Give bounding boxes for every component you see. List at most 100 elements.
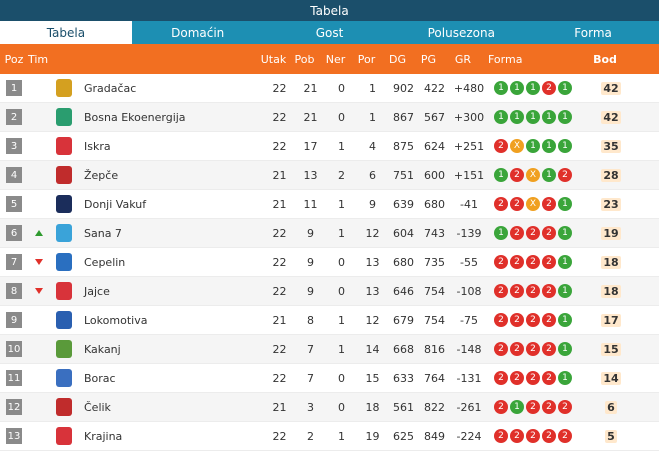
table-row[interactable]: 3 Iskra 22 17 1 4 875 624 +251 2 X 1 1 1 35 [0, 132, 659, 161]
cell-pg: 735 [424, 255, 445, 269]
form-result-badge: 1 [542, 168, 556, 182]
team-name[interactable]: Čelik [84, 400, 111, 414]
team-logo-icon [56, 282, 72, 300]
team-name[interactable]: Jajce [84, 284, 110, 298]
cell-ner: 1 [338, 139, 345, 153]
team-name[interactable]: Iskra [84, 139, 111, 153]
form-result-badge: 2 [494, 429, 508, 443]
cell-pg: 624 [424, 139, 445, 153]
team-logo-icon [56, 195, 72, 213]
tab-domacin[interactable]: Domaćin [171, 25, 225, 40]
team-logo-icon [56, 427, 72, 445]
cell-ner: 0 [338, 284, 345, 298]
cell-pg: 680 [424, 197, 445, 211]
table-row[interactable]: 13 Krajina 22 2 1 19 625 849 -224 2 2 2 2 2 5 [0, 422, 659, 451]
position-badge: 12 [6, 399, 22, 415]
form-result-badge: 2 [510, 197, 524, 211]
table-row[interactable]: 2 Bosna Ekoenergija 22 21 0 1 867 567 +300 1 1 1 1 1 4… [0, 103, 659, 132]
cell-pob: 3 [307, 400, 314, 414]
team-name[interactable]: Kakanj [84, 342, 121, 356]
header-tim[interactable]: Tim [28, 52, 49, 66]
form-result-badge: 2 [494, 342, 508, 356]
position-badge: 6 [6, 225, 22, 241]
cell-pob: 17 [303, 139, 318, 153]
cell-utak: 22 [272, 110, 287, 124]
form-result-badge: 1 [494, 110, 508, 124]
table-row[interactable]: 4 Žepče 21 13 2 6 751 600 +151 1 2 X 1 2 28 [0, 161, 659, 190]
team-name[interactable]: Gradačac [84, 81, 137, 95]
form-result-badge: 1 [558, 81, 572, 95]
team-name[interactable]: Bosna Ekoenergija [84, 110, 186, 124]
header-dg[interactable]: DG [389, 52, 406, 66]
table-row[interactable]: 5 Donji Vakuf 21 11 1 9 639 680 -41 2 2 X 2 1 23 [0, 190, 659, 219]
header-ner[interactable]: Ner [325, 52, 346, 66]
form-result-badge: 1 [542, 110, 556, 124]
standings-body: 1 Gradačac 22 21 0 1 902 422 +480 1 1 1 2 1 42 2 Bosna E… [0, 74, 659, 451]
tab-polusezona[interactable]: Polusezona [427, 25, 495, 40]
cell-dg: 604 [393, 226, 414, 240]
cell-pob: 21 [303, 81, 318, 95]
arrow-down-icon [35, 288, 43, 294]
position-badge: 11 [6, 370, 22, 386]
form-result-badge: 2 [526, 400, 540, 414]
form-result-badge: 1 [494, 81, 508, 95]
cell-pob: 21 [303, 110, 318, 124]
team-logo-icon [56, 311, 72, 329]
table-row[interactable]: 12 Čelik 21 3 0 18 561 822 -261 2 1 2 2 2 6 [0, 393, 659, 422]
form-result-badge: 1 [558, 284, 572, 298]
header-bod[interactable]: Bod [593, 52, 617, 66]
cell-ner: 1 [338, 226, 345, 240]
form-result-badge: 2 [542, 197, 556, 211]
header-gr[interactable]: GR [454, 52, 472, 66]
team-name[interactable]: Sana 7 [84, 226, 122, 240]
position-badge: 4 [6, 167, 22, 183]
table-row[interactable]: 9 Lokomotiva 21 8 1 12 679 754 -75 2 2 2 2 1 17 [0, 306, 659, 335]
cell-utak: 22 [272, 429, 287, 443]
cell-dg: 902 [393, 81, 414, 95]
table-row[interactable]: 7 Cepelin 22 9 0 13 680 735 -55 2 2 2 2 1 18 [0, 248, 659, 277]
team-name[interactable]: Lokomotiva [84, 313, 148, 327]
team-name[interactable]: Donji Vakuf [84, 197, 147, 211]
table-title: Tabela [0, 0, 659, 21]
header-pob[interactable]: Pob [294, 52, 315, 66]
tab-gost[interactable]: Gost [315, 25, 344, 40]
header-poz[interactable]: Poz [4, 52, 24, 66]
table-row[interactable]: 10 Kakanj 22 7 1 14 668 816 -148 2 2 2 2 1 15 [0, 335, 659, 364]
tab-forma[interactable]: Forma [574, 25, 612, 40]
cell-dg: 867 [393, 110, 414, 124]
cell-gr: -75 [460, 313, 478, 327]
team-name[interactable]: Borac [84, 371, 116, 385]
table-row[interactable]: 1 Gradačac 22 21 0 1 902 422 +480 1 1 1 2 1 42 [0, 74, 659, 103]
cell-dg: 679 [393, 313, 414, 327]
table-row[interactable]: 6 Sana 7 22 9 1 12 604 743 -139 1 2 2 2 1 19 [0, 219, 659, 248]
cell-pob: 2 [307, 429, 314, 443]
team-logo-icon [56, 137, 72, 155]
cell-ner: 0 [338, 400, 345, 414]
cell-gr: -261 [456, 400, 482, 414]
header-pg[interactable]: PG [420, 52, 437, 66]
points-value: 5 [605, 429, 617, 443]
cell-pob: 9 [307, 226, 314, 240]
cell-pob: 9 [307, 284, 314, 298]
points-value: 42 [601, 81, 621, 95]
header-por[interactable]: Por [357, 52, 376, 66]
table-row[interactable]: 8 Jajce 22 9 0 13 646 754 -108 2 2 2 2 1 18 [0, 277, 659, 306]
team-name[interactable]: Cepelin [84, 255, 126, 269]
form-result-badge: 2 [494, 255, 508, 269]
header-utak[interactable]: Utak [260, 52, 287, 66]
form-result-badge: 1 [558, 313, 572, 327]
table-row[interactable]: 11 Borac 22 7 0 15 633 764 -131 2 2 2 2 1 14 [0, 364, 659, 393]
team-name[interactable]: Krajina [84, 429, 123, 443]
form-result-badge: 2 [542, 371, 556, 385]
cell-pob: 9 [307, 255, 314, 269]
team-name[interactable]: Žepče [84, 168, 119, 182]
form-result-badge: 2 [494, 284, 508, 298]
tab-tabela[interactable]: Tabela [0, 21, 132, 44]
